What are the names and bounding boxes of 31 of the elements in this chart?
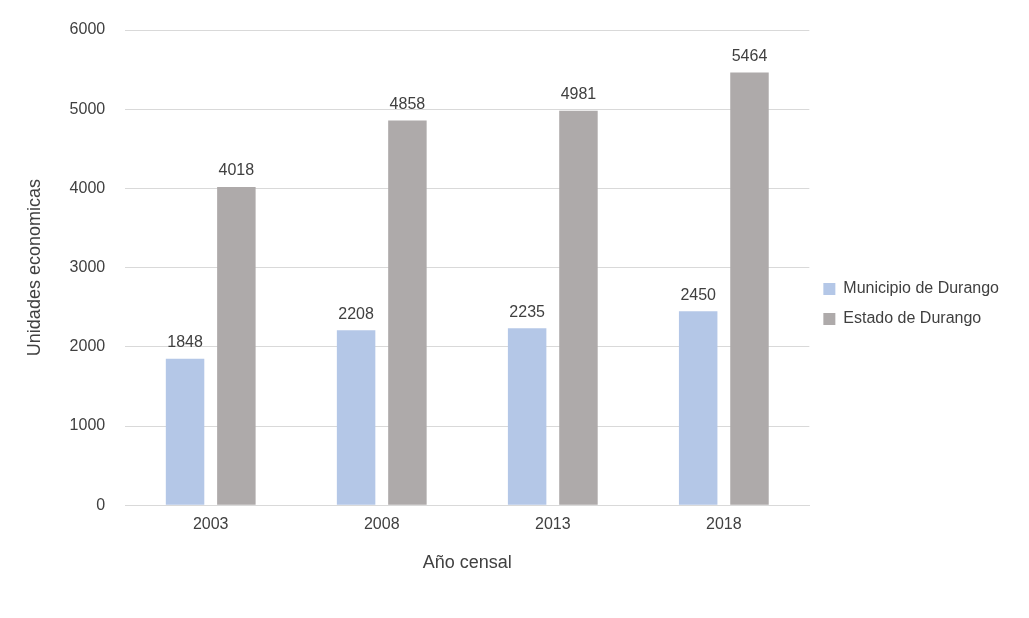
data-label: 5464 (731, 46, 768, 64)
legend-label: Estado de Durango (843, 309, 982, 327)
bar (678, 311, 718, 505)
legend-label: Municipio de Durango (843, 279, 1000, 297)
data-label: 4981 (560, 85, 597, 103)
x-tick-label: 2018 (706, 515, 742, 533)
y-axis-title: Unidades economicas (23, 179, 44, 357)
y-tick-label: 1000 (69, 416, 106, 434)
data-label: 4858 (389, 94, 426, 112)
bar (507, 328, 547, 505)
data-label: 1848 (167, 333, 203, 351)
y-tick-label: 6000 (69, 20, 106, 38)
data-label: 2208 (338, 304, 374, 322)
y-tick-label: 3000 (69, 258, 106, 276)
bar (217, 186, 256, 505)
data-label: 4018 (218, 161, 255, 179)
y-tick-label: 0 (96, 495, 106, 513)
x-tick-label: 2008 (363, 515, 400, 533)
y-tick-label: 5000 (69, 99, 106, 117)
bar (559, 110, 598, 505)
data-label: 2450 (680, 285, 717, 303)
x-axis-title: Año censal (422, 552, 512, 573)
y-tick-label: 2000 (69, 337, 106, 355)
x-tick-label: 2003 (192, 515, 229, 533)
x-tick-label: 2013 (535, 515, 571, 533)
bar (730, 72, 769, 505)
bar (165, 358, 205, 505)
bar (336, 330, 376, 505)
y-tick-label: 4000 (69, 178, 106, 196)
bar (388, 120, 427, 505)
data-label: 2235 (509, 302, 546, 320)
